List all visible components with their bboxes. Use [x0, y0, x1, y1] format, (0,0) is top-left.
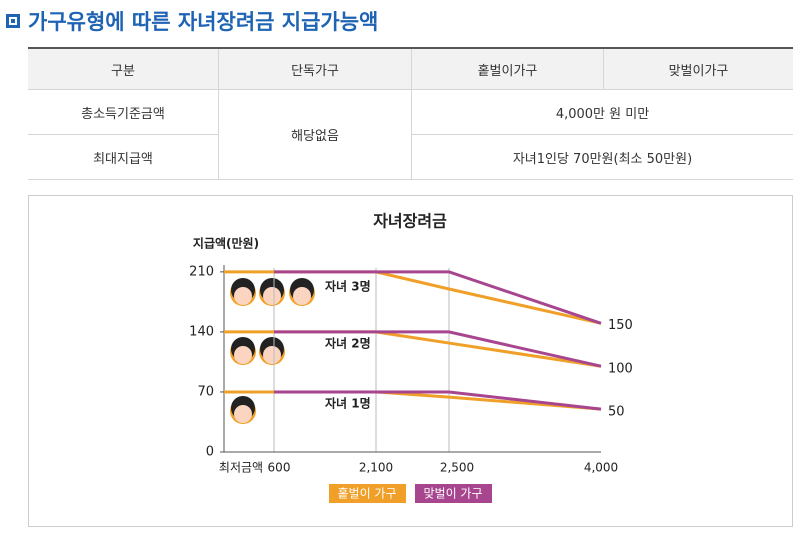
end-label: 100: [608, 362, 633, 377]
line-series: [274, 330, 602, 368]
header: 가구유형에 따른 자녀장려금 지급가능액: [6, 6, 378, 36]
table: 구분 단독가구 홑벌이가구 맞벌이가구 총소득기준금액 해당없음 4,000만 …: [28, 47, 793, 180]
x-tick-label: 2,500: [440, 461, 474, 475]
x-tick-label: 600: [268, 461, 291, 475]
y-tick-label: 0: [206, 445, 214, 460]
header-icon: [6, 14, 20, 28]
th: 단독가구: [218, 47, 412, 90]
legend-label: 맞벌이 가구: [423, 487, 482, 501]
end-label: 50: [608, 405, 625, 420]
face-skin: [234, 346, 252, 364]
legend-label: 홑벌이 가구: [337, 487, 396, 501]
x-tick-label: 최저금액: [219, 461, 263, 475]
end-label: 150: [608, 318, 633, 333]
face-skin: [263, 287, 281, 305]
group-label: 자녀 1명: [325, 396, 371, 411]
legend-swatch: [329, 484, 406, 503]
group-label: 자녀 3명: [325, 279, 371, 294]
chart-box: [28, 195, 793, 527]
th: 구분: [28, 47, 219, 90]
face-skin: [234, 287, 252, 305]
faces: [230, 278, 315, 424]
chart-title: 자녀장려금: [373, 212, 447, 231]
th: 홑벌이가구: [411, 47, 604, 90]
legend-swatch: [415, 484, 492, 503]
td: 총소득기준금액: [28, 89, 219, 135]
line-series: [224, 390, 602, 411]
line-series: [274, 390, 602, 411]
face-skin: [263, 346, 281, 364]
y-axis-label: 지급액(만원): [193, 236, 259, 251]
face-skin: [293, 287, 311, 305]
group-label: 자녀 2명: [325, 336, 371, 351]
face-skin: [234, 405, 252, 423]
y-tick-label: 70: [197, 384, 214, 399]
td: 자녀1인당 70만원(최소 50만원): [411, 134, 793, 180]
line-series: [274, 270, 602, 325]
td: 해당없음: [218, 89, 412, 180]
x-tick-label: 2,100: [359, 461, 393, 475]
td: 최대지급액: [28, 134, 219, 180]
th: 맞벌이가구: [603, 47, 793, 90]
x-tick-label: 4,000: [584, 461, 618, 475]
header-title: 가구유형에 따른 자녀장려금 지급가능액: [28, 10, 379, 34]
y-tick-label: 210: [189, 264, 214, 279]
y-tick-label: 140: [189, 324, 214, 339]
